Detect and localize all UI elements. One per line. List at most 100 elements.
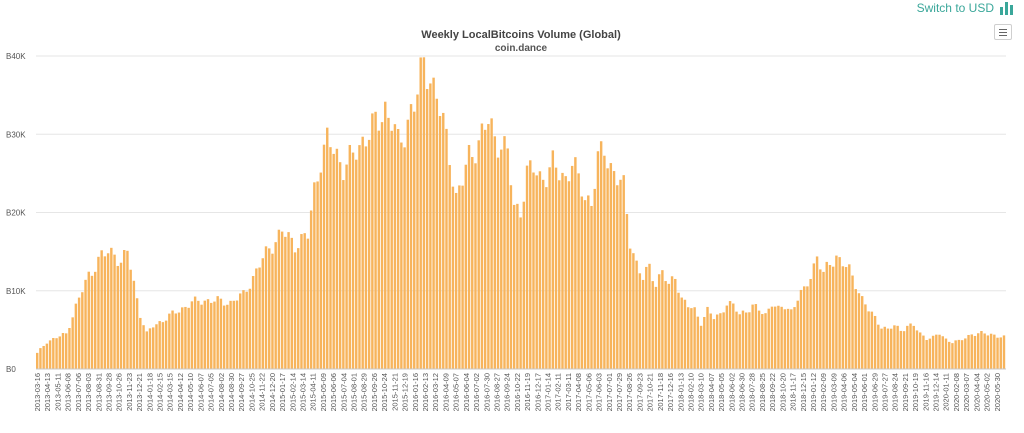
- bar[interactable]: [251, 276, 255, 369]
- bar[interactable]: [535, 175, 538, 369]
- bar[interactable]: [429, 83, 432, 369]
- bar[interactable]: [838, 257, 841, 369]
- bar[interactable]: [313, 182, 316, 369]
- bar[interactable]: [983, 333, 986, 369]
- bar[interactable]: [715, 314, 719, 369]
- bar[interactable]: [925, 340, 928, 369]
- bar[interactable]: [741, 310, 745, 369]
- bar[interactable]: [293, 252, 297, 369]
- bar[interactable]: [87, 271, 90, 369]
- bar[interactable]: [116, 265, 119, 369]
- bar[interactable]: [226, 304, 229, 369]
- bar[interactable]: [632, 253, 635, 369]
- bar[interactable]: [210, 302, 213, 369]
- bar[interactable]: [500, 149, 503, 369]
- bar[interactable]: [345, 164, 348, 369]
- bar[interactable]: [541, 179, 545, 369]
- bar[interactable]: [667, 283, 671, 369]
- bar[interactable]: [106, 253, 110, 369]
- bar[interactable]: [213, 301, 216, 369]
- bar[interactable]: [100, 250, 103, 369]
- bar[interactable]: [883, 326, 886, 369]
- bar[interactable]: [918, 332, 922, 369]
- bar[interactable]: [206, 299, 210, 369]
- bar[interactable]: [677, 292, 680, 369]
- bar[interactable]: [380, 122, 384, 369]
- bar[interactable]: [396, 129, 400, 369]
- bar[interactable]: [812, 263, 816, 369]
- bar[interactable]: [454, 192, 458, 369]
- bar[interactable]: [522, 201, 526, 369]
- bar[interactable]: [274, 242, 277, 369]
- bar[interactable]: [699, 325, 703, 369]
- bar[interactable]: [896, 325, 899, 369]
- bar[interactable]: [377, 130, 381, 369]
- bar[interactable]: [245, 291, 248, 369]
- bar[interactable]: [928, 338, 932, 369]
- bar[interactable]: [870, 311, 874, 369]
- bar[interactable]: [190, 301, 194, 369]
- bar[interactable]: [947, 341, 951, 369]
- bar[interactable]: [303, 233, 306, 369]
- bar[interactable]: [490, 118, 493, 369]
- bar[interactable]: [261, 258, 264, 369]
- bar[interactable]: [287, 232, 290, 369]
- bar[interactable]: [977, 333, 980, 369]
- bar[interactable]: [164, 320, 168, 369]
- bar[interactable]: [996, 337, 999, 369]
- bar[interactable]: [835, 255, 838, 369]
- bar[interactable]: [55, 338, 58, 369]
- bar[interactable]: [351, 152, 355, 369]
- bar[interactable]: [828, 265, 832, 369]
- bar[interactable]: [725, 305, 729, 369]
- bar[interactable]: [371, 113, 374, 369]
- bar[interactable]: [645, 266, 648, 369]
- bar[interactable]: [435, 98, 439, 370]
- bar[interactable]: [509, 185, 513, 369]
- bar[interactable]: [880, 328, 883, 369]
- bar[interactable]: [329, 147, 332, 369]
- bar[interactable]: [848, 264, 851, 369]
- bar[interactable]: [39, 348, 42, 369]
- bar[interactable]: [899, 330, 903, 369]
- bar[interactable]: [81, 292, 84, 369]
- bar[interactable]: [332, 153, 335, 369]
- bar[interactable]: [761, 314, 764, 369]
- bar[interactable]: [674, 278, 677, 369]
- bar[interactable]: [670, 276, 674, 369]
- bar[interactable]: [519, 217, 522, 369]
- bar[interactable]: [335, 148, 339, 369]
- bar[interactable]: [935, 334, 938, 369]
- bar[interactable]: [155, 324, 158, 369]
- bar[interactable]: [757, 310, 761, 369]
- bar[interactable]: [825, 261, 828, 369]
- bar[interactable]: [793, 307, 796, 369]
- bar[interactable]: [458, 185, 461, 369]
- bar[interactable]: [219, 298, 223, 369]
- bar[interactable]: [512, 204, 516, 369]
- bar[interactable]: [52, 338, 55, 369]
- bar[interactable]: [97, 256, 100, 369]
- bar[interactable]: [599, 141, 603, 369]
- bar[interactable]: [596, 151, 600, 369]
- bar[interactable]: [187, 307, 190, 369]
- bar[interactable]: [806, 286, 809, 369]
- bar[interactable]: [738, 314, 741, 369]
- bar[interactable]: [193, 296, 197, 369]
- bar[interactable]: [425, 89, 429, 369]
- bar[interactable]: [957, 339, 961, 369]
- bar[interactable]: [229, 300, 232, 369]
- bar[interactable]: [877, 324, 880, 369]
- bar[interactable]: [583, 200, 587, 369]
- bar[interactable]: [119, 262, 123, 369]
- bar[interactable]: [45, 343, 49, 369]
- bar[interactable]: [657, 274, 661, 369]
- bar[interactable]: [184, 306, 187, 369]
- bar[interactable]: [751, 304, 754, 369]
- bar[interactable]: [744, 312, 748, 369]
- bar[interactable]: [532, 172, 535, 369]
- bar[interactable]: [139, 317, 142, 369]
- bar[interactable]: [680, 297, 683, 369]
- bar[interactable]: [268, 248, 271, 369]
- bar[interactable]: [641, 279, 645, 369]
